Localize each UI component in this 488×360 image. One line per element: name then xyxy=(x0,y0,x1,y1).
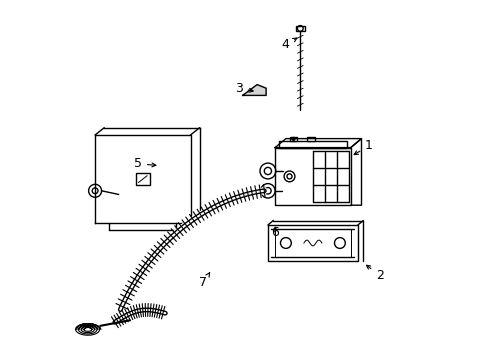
Bar xyxy=(307,137,315,141)
Bar xyxy=(135,173,150,185)
Text: 7: 7 xyxy=(199,273,209,289)
Text: 6: 6 xyxy=(271,226,279,239)
Bar xyxy=(267,225,357,261)
Text: 2: 2 xyxy=(366,265,383,282)
Bar xyxy=(275,148,350,205)
Text: 3: 3 xyxy=(234,82,253,95)
Bar xyxy=(278,141,346,148)
Text: 4: 4 xyxy=(281,38,296,51)
Circle shape xyxy=(291,138,294,140)
Polygon shape xyxy=(242,85,265,95)
Text: 5: 5 xyxy=(134,157,156,170)
Text: 1: 1 xyxy=(353,139,372,154)
Bar xyxy=(289,137,297,141)
Bar xyxy=(295,26,304,31)
